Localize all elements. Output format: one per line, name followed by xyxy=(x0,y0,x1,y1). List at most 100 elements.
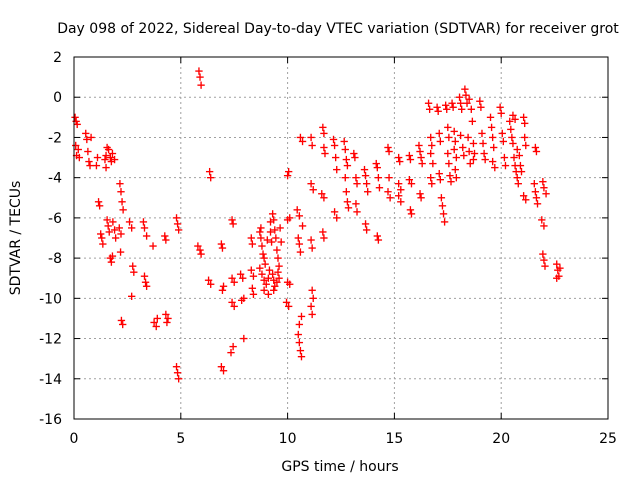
data-point xyxy=(140,272,149,280)
data-point xyxy=(435,129,443,138)
data-point xyxy=(228,216,236,224)
data-point xyxy=(230,302,238,311)
data-point xyxy=(445,133,453,142)
data-point xyxy=(257,234,265,242)
data-point xyxy=(373,232,381,240)
data-point xyxy=(506,117,514,126)
data-point xyxy=(74,145,82,154)
data-point xyxy=(509,111,517,119)
data-point xyxy=(330,141,339,150)
data-point xyxy=(274,254,282,262)
data-point xyxy=(319,228,327,236)
data-point xyxy=(102,151,110,160)
data-point xyxy=(436,176,444,184)
data-point xyxy=(407,180,416,188)
data-point xyxy=(531,188,540,196)
data-point xyxy=(228,274,236,282)
data-point xyxy=(248,240,257,248)
data-point xyxy=(102,163,110,172)
data-point xyxy=(444,149,452,158)
data-point xyxy=(487,123,496,132)
data-point xyxy=(452,173,461,182)
data-point xyxy=(207,280,215,288)
data-point xyxy=(273,278,281,286)
data-point xyxy=(268,270,277,278)
data-point xyxy=(249,272,258,280)
data-point xyxy=(293,206,301,214)
data-point xyxy=(298,222,307,230)
data-point xyxy=(261,260,269,268)
data-point xyxy=(104,222,112,230)
data-point xyxy=(71,113,79,122)
data-point xyxy=(320,194,328,202)
data-point xyxy=(553,274,561,282)
data-point xyxy=(517,167,526,176)
data-point xyxy=(257,224,265,232)
data-point xyxy=(519,113,528,122)
data-point xyxy=(330,208,339,216)
data-point xyxy=(488,157,497,166)
data-point xyxy=(173,369,182,377)
data-point xyxy=(373,163,381,172)
data-point xyxy=(103,216,111,224)
data-point xyxy=(308,310,316,319)
data-point xyxy=(219,367,228,375)
data-point xyxy=(538,216,546,224)
data-point xyxy=(539,250,547,258)
data-point xyxy=(195,67,203,75)
data-point xyxy=(513,173,521,182)
data-point xyxy=(452,153,461,162)
data-point xyxy=(447,178,455,186)
data-point xyxy=(429,159,437,168)
y-tick-label: -16 xyxy=(39,412,62,428)
data-point xyxy=(107,258,116,266)
grid-layer xyxy=(74,57,608,419)
data-point xyxy=(270,216,278,224)
data-point xyxy=(197,81,205,89)
data-point xyxy=(497,109,505,117)
data-point xyxy=(522,141,530,150)
y-tick-label: -8 xyxy=(48,251,62,267)
data-point xyxy=(273,246,281,254)
data-point xyxy=(465,95,473,103)
data-point xyxy=(197,250,205,258)
data-point xyxy=(294,234,302,242)
data-point xyxy=(204,276,213,284)
data-point xyxy=(508,133,516,142)
data-point xyxy=(271,226,279,234)
data-point xyxy=(465,147,473,156)
data-point xyxy=(516,161,525,170)
data-point xyxy=(85,157,93,166)
data-point xyxy=(417,194,425,202)
data-point xyxy=(385,147,393,156)
axis-ticks-layer: 0 5 10 15 20 25 -16 -14 -12 -10 -8 -6 -4 -2 0 2 xyxy=(39,50,617,447)
data-point xyxy=(458,105,466,113)
data-point xyxy=(318,190,326,198)
data-point xyxy=(352,200,360,208)
data-point xyxy=(87,133,95,142)
data-point xyxy=(375,184,384,192)
data-point xyxy=(117,188,125,196)
data-point xyxy=(295,240,304,248)
data-point xyxy=(108,149,117,158)
data-point xyxy=(129,262,137,270)
data-point xyxy=(437,194,446,202)
data-point xyxy=(553,260,561,268)
y-axis-label: SDTVAR / TECUs xyxy=(8,181,24,296)
data-point xyxy=(263,236,271,244)
data-point xyxy=(478,129,486,138)
data-point xyxy=(218,244,227,252)
data-point xyxy=(464,133,472,142)
data-point xyxy=(491,163,499,172)
data-point xyxy=(405,151,414,160)
data-point xyxy=(82,129,90,138)
data-point xyxy=(438,202,447,210)
data-point xyxy=(320,143,328,152)
data-point xyxy=(294,330,302,339)
data-point xyxy=(364,188,372,196)
data-point xyxy=(462,91,470,99)
data-point xyxy=(439,210,448,218)
data-point xyxy=(446,171,454,180)
data-point xyxy=(260,254,268,262)
data-point xyxy=(297,352,306,361)
